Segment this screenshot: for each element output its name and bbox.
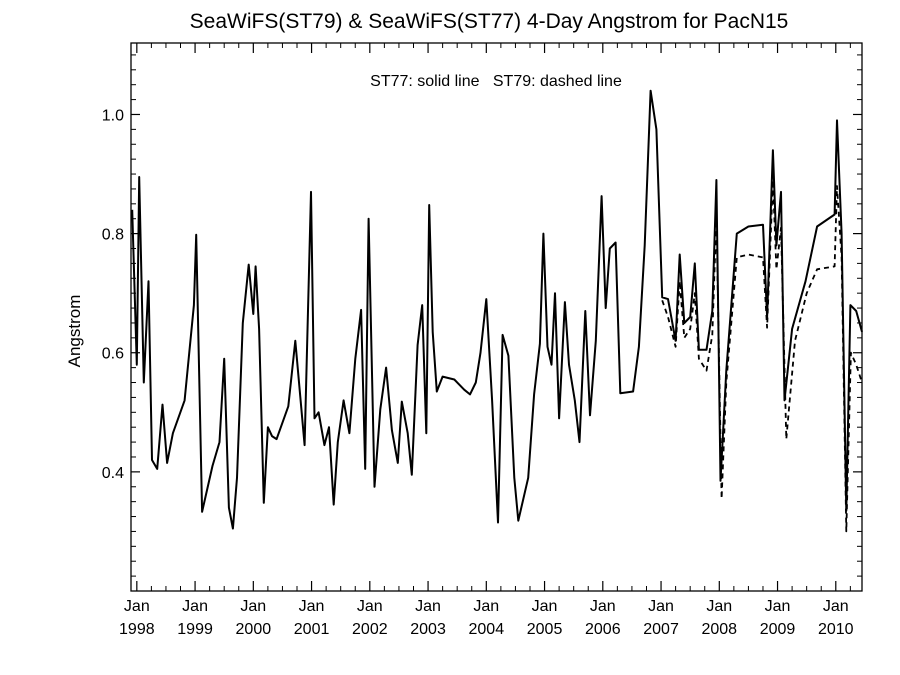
x-tick-year-label: 2009 <box>760 621 796 638</box>
x-tick-year-label: 2010 <box>818 621 854 638</box>
x-tick-year-label: 2005 <box>527 621 563 638</box>
x-tick-month-label: Jan <box>240 598 266 615</box>
series-line-st79 <box>661 179 863 533</box>
x-tick-month-label: Jan <box>532 598 558 615</box>
x-tick-year-label: 2000 <box>236 621 272 638</box>
y-tick-label: 1.0 <box>102 107 124 124</box>
x-tick-month-label: Jan <box>299 598 325 615</box>
x-tick-year-label: 2002 <box>352 621 388 638</box>
x-tick-year-label: 2008 <box>701 621 737 638</box>
x-tick-month-label: Jan <box>765 598 791 615</box>
x-tick-month-label: Jan <box>124 598 150 615</box>
series-layer <box>131 89 863 533</box>
line-style-annotation: ST77: solid line ST79: dashed line <box>370 73 622 90</box>
x-tick-month-label: Jan <box>473 598 499 615</box>
y-tick-label: 0.8 <box>102 227 124 244</box>
x-tick-year-label: 2003 <box>410 621 446 638</box>
x-tick-year-label: 2004 <box>469 621 505 638</box>
x-tick-month-label: Jan <box>706 598 732 615</box>
y-tick-label: 0.4 <box>102 465 124 482</box>
x-tick-year-label: 1998 <box>119 621 155 638</box>
x-tick-month-label: Jan <box>357 598 383 615</box>
x-tick-year-label: 1999 <box>177 621 213 638</box>
x-tick-month-label: Jan <box>590 598 616 615</box>
tick-labels: 0.4 0.6 0.8 1.0 Jan 1998 Jan 1999 Jan 2000 Jan 2001… <box>102 107 854 638</box>
x-tick-month-label: Jan <box>182 598 208 615</box>
y-axis-label: Angstrom <box>65 295 84 368</box>
x-tick-month-label: Jan <box>823 598 849 615</box>
plot-frame <box>130 42 863 592</box>
x-tick-year-label: 2007 <box>643 621 679 638</box>
series-line-st77 <box>131 89 863 530</box>
x-tick-year-label: 2001 <box>294 621 330 638</box>
y-tick-label: 0.6 <box>102 346 124 363</box>
axis-ticks <box>131 43 862 591</box>
x-tick-month-label: Jan <box>648 598 674 615</box>
chart-title: SeaWiFS(ST79) & SeaWiFS(ST77) 4-Day Angs… <box>190 10 789 33</box>
x-tick-month-label: Jan <box>415 598 441 615</box>
x-tick-year-label: 2006 <box>585 621 621 638</box>
